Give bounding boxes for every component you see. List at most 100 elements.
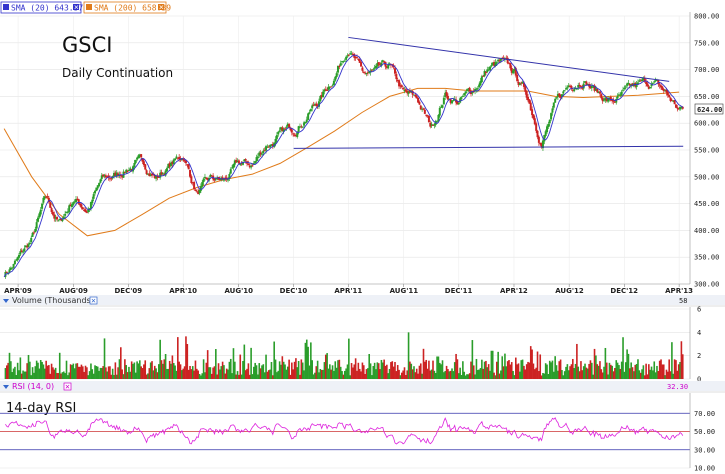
volume-bar	[115, 374, 118, 379]
volume-bar	[329, 364, 331, 379]
sma20-close-icon[interactable]	[73, 4, 79, 10]
volume-bar	[630, 362, 632, 379]
candle-body	[232, 163, 235, 168]
volume-bar	[27, 354, 30, 379]
candle-body	[670, 100, 673, 102]
volume-bar	[534, 369, 536, 379]
rsi-y-tick: 70.00	[694, 410, 715, 418]
candle-body	[91, 199, 94, 204]
candle-body	[265, 146, 268, 151]
volume-bar	[114, 362, 117, 379]
sma200-close-icon[interactable]	[158, 4, 164, 10]
volume-bar	[430, 369, 433, 379]
rsi-close-icon[interactable]	[63, 382, 72, 391]
volume-bar	[356, 370, 358, 379]
volume-bar	[45, 360, 47, 379]
price-x-tick: AUG'11	[390, 287, 419, 295]
volume-bar	[535, 367, 537, 379]
volume-bar	[463, 371, 466, 379]
volume-bar	[652, 370, 654, 379]
volume-bar	[449, 370, 452, 379]
volume-bar	[496, 361, 498, 379]
candle-body	[384, 61, 387, 67]
volume-bar	[235, 374, 237, 379]
volume-bar	[227, 369, 229, 379]
volume-bar	[242, 360, 244, 379]
rsi-y-axis: 70.00 50.00 30.00 10.00	[689, 393, 715, 473]
candle-body	[679, 106, 682, 110]
volume-bar	[278, 361, 281, 379]
volume-collapse-icon[interactable]	[3, 299, 9, 303]
volume-bar	[509, 364, 512, 379]
volume-bar	[285, 369, 288, 379]
candle-body	[646, 83, 649, 86]
candle-body	[579, 86, 582, 88]
volume-bar	[42, 364, 45, 379]
candle-body	[104, 175, 107, 178]
volume-bar	[137, 363, 140, 379]
volume-bar	[23, 371, 26, 379]
candle-body	[609, 96, 612, 101]
candle-body	[284, 128, 287, 130]
price-y-tick: 300.00	[694, 281, 719, 289]
volume-y-tick: 4	[697, 329, 701, 337]
volume-bar	[296, 367, 299, 379]
candle-body	[125, 169, 128, 173]
volume-bar	[29, 361, 31, 379]
candle-body	[582, 83, 585, 89]
candle-body	[440, 106, 443, 108]
volume-bar	[79, 366, 81, 379]
volume-bar	[168, 360, 171, 379]
candle-body	[305, 119, 308, 123]
volume-bar	[337, 360, 339, 379]
volume-bar	[215, 349, 217, 379]
candle-body	[228, 174, 231, 179]
volume-bar	[550, 362, 552, 379]
candle-body	[491, 62, 494, 65]
volume-bar	[96, 366, 99, 379]
volume-bar	[200, 375, 202, 379]
volume-bar	[445, 365, 448, 379]
price-x-tick: APR'11	[334, 287, 362, 295]
volume-bar	[87, 375, 90, 379]
candle-body	[584, 81, 587, 83]
volume-bar	[669, 371, 672, 379]
candle-body	[372, 69, 375, 71]
candle-body	[643, 78, 646, 82]
candle-body	[296, 132, 299, 138]
volume-bar	[565, 366, 567, 379]
volume-close-icon[interactable]	[89, 296, 98, 305]
volume-bar	[593, 348, 596, 379]
volume-bar	[392, 366, 395, 379]
volume-bar	[581, 370, 584, 379]
sma20-path	[3, 54, 684, 278]
volume-bar	[501, 356, 504, 379]
candle-body	[490, 65, 493, 67]
candle-body	[236, 160, 239, 163]
volume-bar	[11, 372, 14, 379]
price-x-tick: DEC'12	[610, 287, 638, 295]
volume-bar	[343, 370, 346, 379]
candle-body	[85, 212, 88, 214]
rsi-y-tick: 30.00	[694, 446, 715, 454]
volume-bar	[582, 366, 585, 379]
volume-bar	[629, 368, 631, 379]
volume-bar	[84, 365, 87, 379]
price-x-tick: APR'10	[169, 287, 197, 295]
volume-bar	[293, 361, 296, 379]
candle-body	[255, 157, 258, 162]
volume-bar	[457, 373, 460, 379]
volume-bar	[626, 349, 628, 379]
candle-body	[152, 174, 155, 176]
rsi-collapse-icon[interactable]	[3, 385, 9, 389]
candle-body	[313, 104, 316, 106]
candle-body	[282, 129, 285, 132]
volume-bar	[544, 363, 547, 379]
candle-body	[623, 87, 626, 89]
candle-body	[43, 196, 46, 199]
volume-bar	[601, 372, 604, 379]
volume-bar	[595, 355, 597, 379]
last-price-tag: 624.00	[694, 103, 724, 115]
volume-bar	[54, 367, 57, 379]
candle-body	[126, 170, 129, 172]
